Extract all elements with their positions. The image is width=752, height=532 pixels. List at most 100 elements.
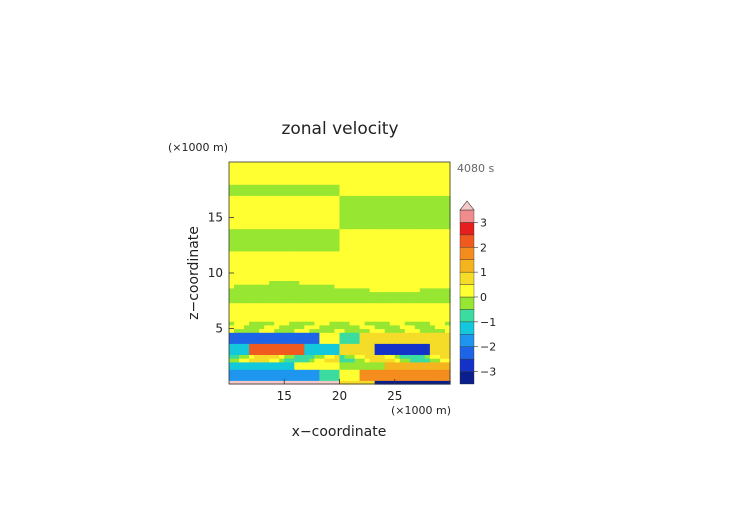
heatmap-cell: [369, 335, 376, 341]
heatmap-cell: [424, 343, 431, 348]
colorbar-swatch: [459, 358, 475, 372]
heatmap-cell: [329, 324, 336, 330]
heatmap-cell: [349, 184, 356, 189]
heatmap-cell: [409, 317, 416, 322]
heatmap-cell: [379, 265, 386, 270]
heatmap-cell: [289, 313, 295, 318]
heatmap-cell: [379, 343, 386, 348]
heatmap-cell: [254, 173, 260, 178]
heatmap-cell: [249, 250, 255, 256]
heatmap-cell: [444, 376, 451, 381]
heatmap-cell: [314, 372, 321, 378]
heatmap-cell: [249, 324, 255, 330]
heatmap-cell: [354, 224, 361, 230]
heatmap-cell: [399, 358, 406, 363]
heatmap-cell: [339, 332, 346, 337]
heatmap-cell: [264, 339, 270, 344]
heatmap-cell: [444, 202, 451, 207]
heatmap-cell: [394, 224, 401, 230]
heatmap-cell: [379, 206, 386, 211]
heatmap-cell: [374, 284, 381, 289]
heatmap-cell: [419, 210, 426, 215]
heatmap-cell: [439, 295, 446, 300]
heatmap-cell: [439, 361, 446, 367]
heatmap-cell: [279, 254, 285, 259]
heatmap-cell: [434, 343, 441, 348]
heatmap-cell: [369, 162, 376, 167]
heatmap-cell: [314, 232, 321, 237]
heatmap-cell: [229, 291, 235, 296]
heatmap-cell: [394, 210, 401, 215]
heatmap-cell: [234, 269, 240, 274]
heatmap-cell: [329, 295, 336, 300]
heatmap-cell: [259, 369, 265, 374]
heatmap-cell: [424, 217, 431, 222]
heatmap-cell: [349, 369, 356, 374]
heatmap-cell: [369, 324, 376, 330]
heatmap-cell: [259, 228, 265, 233]
heatmap-cell: [384, 162, 391, 167]
heatmap-cell: [414, 247, 421, 252]
heatmap-cell: [229, 169, 235, 174]
heatmap-cell: [349, 232, 356, 237]
heatmap-cell: [444, 361, 451, 367]
heatmap-cell: [249, 376, 255, 381]
heatmap-cell: [374, 287, 381, 293]
heatmap-cell: [354, 372, 361, 378]
heatmap-cell: [294, 269, 300, 274]
heatmap-cell: [399, 372, 406, 378]
heatmap-cell: [274, 232, 280, 237]
heatmap-cell: [284, 350, 290, 355]
heatmap-cell: [239, 310, 245, 315]
heatmap-cell: [434, 291, 441, 296]
heatmap-cell: [304, 176, 310, 182]
heatmap-cell: [244, 365, 250, 370]
heatmap-cell: [339, 191, 346, 196]
heatmap-cell: [354, 310, 361, 315]
heatmap-cell: [434, 280, 441, 285]
heatmap-cell: [319, 343, 326, 348]
heatmap-cell: [319, 165, 326, 170]
colorbar-swatch: [459, 321, 475, 335]
heatmap-cell: [294, 213, 300, 219]
heatmap-cell: [384, 380, 391, 385]
heatmap-cell: [409, 313, 416, 318]
heatmap-cell: [419, 232, 426, 237]
heatmap-cell: [354, 332, 361, 337]
heatmap-cell: [414, 317, 421, 322]
heatmap-cell: [264, 361, 270, 367]
heatmap-cell: [229, 184, 235, 189]
heatmap-cell: [279, 247, 285, 252]
heatmap-cell: [304, 287, 310, 293]
heatmap-cell: [254, 372, 260, 378]
heatmap-cell: [289, 280, 295, 285]
heatmap-cell: [344, 369, 351, 374]
heatmap-cell: [264, 365, 270, 370]
heatmap-cell: [309, 321, 315, 326]
heatmap-cell: [429, 273, 436, 278]
heatmap-cell: [329, 313, 336, 318]
heatmap-cell: [244, 169, 250, 174]
heatmap-cell: [439, 335, 446, 341]
heatmap-cell: [344, 380, 351, 385]
heatmap-cell: [389, 176, 396, 182]
heatmap-cell: [414, 380, 421, 385]
heatmap-cell: [394, 250, 401, 256]
heatmap-cell: [279, 265, 285, 270]
heatmap-cell: [324, 239, 331, 244]
heatmap-cell: [334, 339, 341, 344]
heatmap-cell: [309, 206, 315, 211]
heatmap-cell: [314, 332, 321, 337]
heatmap-cell: [319, 232, 326, 237]
heatmap-cell: [239, 173, 245, 178]
heatmap-cell: [379, 210, 386, 215]
heatmap-cell: [249, 269, 255, 274]
heatmap-cell: [429, 372, 436, 378]
heatmap-cell: [414, 173, 421, 178]
heatmap-cell: [289, 213, 295, 219]
heatmap-cell: [444, 187, 451, 193]
heatmap-cell: [229, 247, 235, 252]
heatmap-cell: [404, 302, 411, 307]
heatmap-cell: [254, 284, 260, 289]
heatmap-cell: [329, 202, 336, 207]
